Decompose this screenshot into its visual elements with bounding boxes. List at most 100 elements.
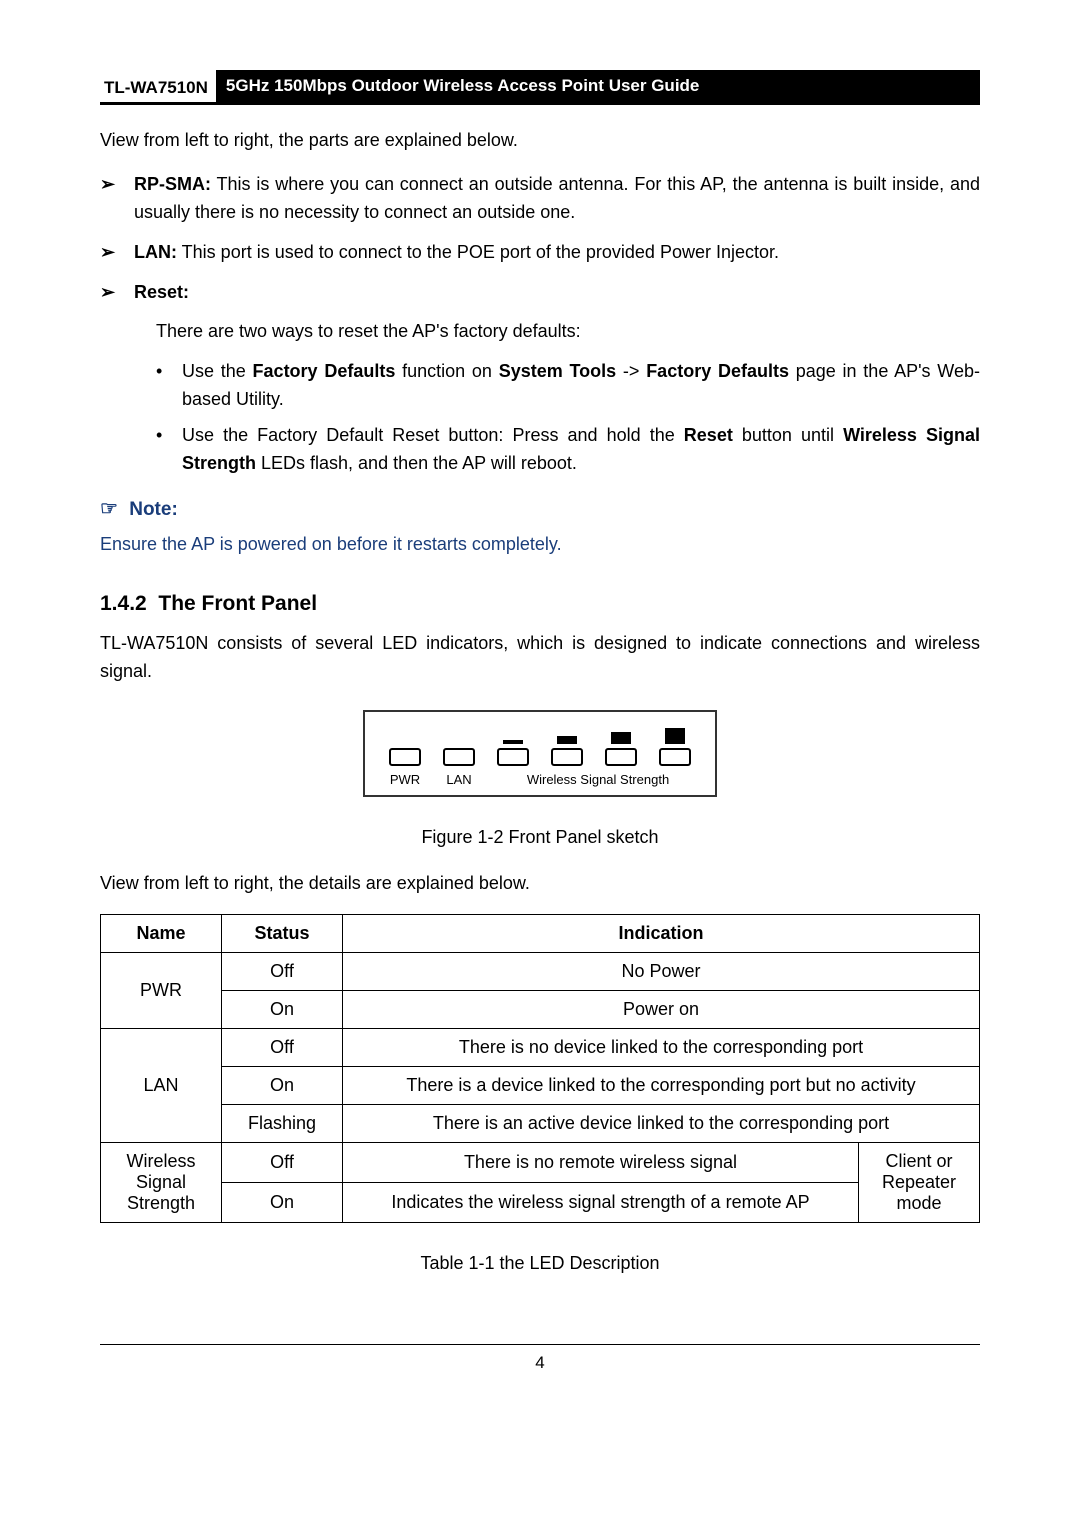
bullet-factory-defaults: • Use the Factory Defaults function on S…	[156, 358, 980, 414]
bullet-content: Reset:	[134, 279, 980, 307]
led-label-lan: LAN	[443, 772, 475, 787]
para-before-table: View from left to right, the details are…	[100, 870, 980, 898]
note-label: Note:	[129, 499, 178, 520]
arrow-icon: ➢	[100, 239, 134, 267]
bullet-rpsma: ➢ RP-SMA: This is where you can connect …	[100, 171, 980, 227]
t: LEDs flash, and then the AP will reboot.	[256, 453, 577, 473]
panel-labels-left: PWR LAN	[389, 772, 475, 787]
cell-status: On	[222, 1066, 343, 1104]
t: Factory Defaults	[253, 361, 396, 381]
figure-caption: Figure 1-2 Front Panel sketch	[100, 827, 980, 848]
bullet-label: LAN:	[134, 242, 177, 262]
front-panel-figure: PWR LAN Wireless Signal Strength	[100, 710, 980, 797]
panel-labels: PWR LAN Wireless Signal Strength	[389, 772, 691, 787]
section-title: The Front Panel	[158, 592, 317, 615]
table-caption: Table 1-1 the LED Description	[100, 1253, 980, 1274]
cell-indication: There is no remote wireless signal	[343, 1142, 859, 1182]
cell-indication: No Power	[343, 952, 980, 990]
bullet-content: Use the Factory Defaults function on Sys…	[182, 358, 980, 414]
t: function on	[395, 361, 498, 381]
disc-icon: •	[156, 358, 182, 414]
th-indication: Indication	[343, 914, 980, 952]
led-slot-icon	[605, 748, 637, 766]
led-label-strength: Wireless Signal Strength	[475, 772, 691, 787]
led-row	[389, 728, 691, 766]
bullet-reset-button: • Use the Factory Default Reset button: …	[156, 422, 980, 478]
led-slot-icon	[497, 748, 529, 766]
arrow-icon: ➢	[100, 171, 134, 227]
t: Factory Defaults	[646, 361, 789, 381]
t: Reset	[684, 425, 733, 445]
note-heading: ☞ Note:	[100, 496, 980, 521]
bar-icon	[503, 740, 523, 744]
cell-indication: There is an active device linked to the …	[343, 1104, 980, 1142]
table-row: LAN Off There is no device linked to the…	[101, 1028, 980, 1066]
cell-status: On	[222, 990, 343, 1028]
table-row: On Indicates the wireless signal strengt…	[101, 1182, 980, 1222]
led-pwr	[389, 748, 421, 766]
page-footer: 4	[100, 1344, 980, 1373]
cell-status: Off	[222, 952, 343, 990]
bar-icon	[557, 736, 577, 744]
table-header-row: Name Status Indication	[101, 914, 980, 952]
cell-mode: Client or Repeater mode	[859, 1142, 980, 1222]
bullet-lan: ➢ LAN: This port is used to connect to t…	[100, 239, 980, 267]
led-slot-icon	[659, 748, 691, 766]
intro-paragraph: View from left to right, the parts are e…	[100, 127, 980, 155]
bullet-text: This is where you can connect an outside…	[134, 174, 980, 222]
header-title: 5GHz 150Mbps Outdoor Wireless Access Poi…	[216, 70, 980, 102]
section-number: 1.4.2	[100, 592, 147, 615]
table-row: On Power on	[101, 990, 980, 1028]
t: ->	[616, 361, 646, 381]
bullet-text: This port is used to connect to the POE …	[177, 242, 779, 262]
t: button until	[733, 425, 843, 445]
led-label-pwr: PWR	[389, 772, 421, 787]
th-status: Status	[222, 914, 343, 952]
cell-name: LAN	[101, 1028, 222, 1142]
cell-status: Off	[222, 1142, 343, 1182]
bullet-reset: ➢ Reset:	[100, 279, 980, 307]
th-name: Name	[101, 914, 222, 952]
led-slot-icon	[389, 748, 421, 766]
t: Use the	[182, 361, 253, 381]
cell-name: Wireless Signal Strength	[101, 1142, 222, 1222]
signal-bar-1	[497, 740, 529, 766]
led-lan	[443, 748, 475, 766]
t: System Tools	[499, 361, 616, 381]
front-panel: PWR LAN Wireless Signal Strength	[363, 710, 717, 797]
signal-bar-3	[605, 732, 637, 766]
led-table: Name Status Indication PWR Off No Power …	[100, 914, 980, 1223]
cell-indication: Power on	[343, 990, 980, 1028]
bar-icon	[665, 728, 685, 744]
cell-name: PWR	[101, 952, 222, 1028]
bar-icon	[611, 732, 631, 744]
note-body: Ensure the AP is powered on before it re…	[100, 531, 980, 558]
page-number: 4	[535, 1353, 544, 1372]
cell-status: On	[222, 1182, 343, 1222]
bullet-content: LAN: This port is used to connect to the…	[134, 239, 980, 267]
led-slot-icon	[443, 748, 475, 766]
disc-icon: •	[156, 422, 182, 478]
cell-status: Off	[222, 1028, 343, 1066]
bullet-label: Reset:	[134, 282, 189, 302]
table-row: Wireless Signal Strength Off There is no…	[101, 1142, 980, 1182]
led-slot-icon	[551, 748, 583, 766]
table-row: On There is a device linked to the corre…	[101, 1066, 980, 1104]
t: Use the Factory Default Reset button: Pr…	[182, 425, 684, 445]
hand-icon: ☞	[100, 498, 118, 520]
arrow-icon: ➢	[100, 279, 134, 307]
bullet-label: RP-SMA:	[134, 174, 211, 194]
table-row: PWR Off No Power	[101, 952, 980, 990]
signal-bar-2	[551, 736, 583, 766]
page: TL-WA7510N 5GHz 150Mbps Outdoor Wireless…	[0, 0, 1080, 1527]
header-band: TL-WA7510N 5GHz 150Mbps Outdoor Wireless…	[100, 70, 980, 105]
header-model: TL-WA7510N	[100, 72, 216, 102]
bullet-content: RP-SMA: This is where you can connect an…	[134, 171, 980, 227]
bullet-content: Use the Factory Default Reset button: Pr…	[182, 422, 980, 478]
reset-intro: There are two ways to reset the AP's fac…	[156, 318, 980, 346]
cell-indication: There is no device linked to the corresp…	[343, 1028, 980, 1066]
table-row: Flashing There is an active device linke…	[101, 1104, 980, 1142]
section-heading: 1.4.2 The Front Panel	[100, 592, 980, 616]
signal-bar-4	[659, 728, 691, 766]
cell-status: Flashing	[222, 1104, 343, 1142]
